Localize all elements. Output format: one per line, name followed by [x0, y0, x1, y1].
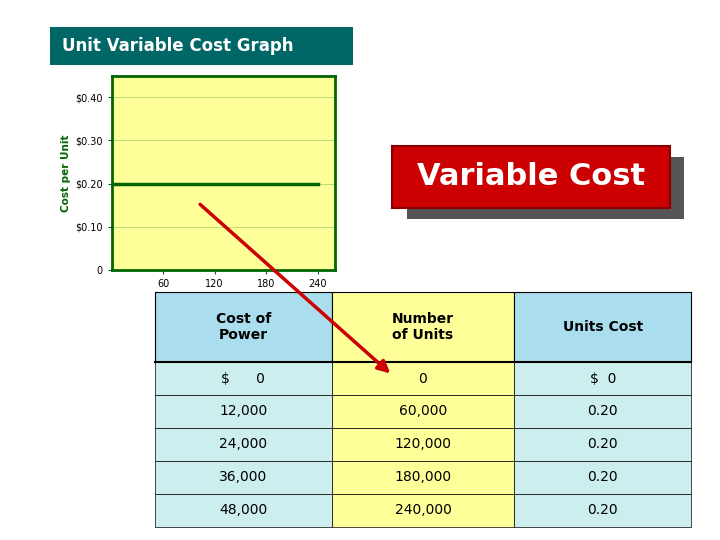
Bar	[332, 362, 514, 395]
Bar	[332, 428, 514, 461]
Text: $  0: $ 0	[590, 372, 616, 386]
Bar	[155, 292, 332, 362]
Bar	[514, 395, 691, 428]
Bar	[514, 428, 691, 461]
Text: 120,000: 120,000	[395, 437, 451, 451]
Bar	[514, 494, 691, 526]
Text: 36,000: 36,000	[219, 470, 267, 484]
Bar	[155, 395, 332, 428]
Bar	[155, 461, 332, 494]
Text: 0.20: 0.20	[588, 404, 618, 418]
Text: 0.20: 0.20	[588, 437, 618, 451]
X-axis label: Units Produced (000): Units Produced (000)	[161, 293, 286, 303]
Text: 12,000: 12,000	[219, 404, 267, 418]
Bar	[155, 494, 332, 526]
Y-axis label: Cost per Unit: Cost per Unit	[60, 134, 71, 212]
Bar	[514, 461, 691, 494]
Text: 240,000: 240,000	[395, 503, 451, 517]
Text: Variable Cost: Variable Cost	[417, 163, 645, 191]
Bar	[155, 428, 332, 461]
Text: 24,000: 24,000	[220, 437, 267, 451]
Bar	[514, 362, 691, 395]
Text: Cost of
Power: Cost of Power	[216, 312, 271, 342]
Text: Number
of Units: Number of Units	[392, 312, 454, 342]
Text: 60,000: 60,000	[399, 404, 447, 418]
Text: 0.20: 0.20	[588, 503, 618, 517]
Text: 0.20: 0.20	[588, 470, 618, 484]
Text: 180,000: 180,000	[395, 470, 451, 484]
Bar	[332, 494, 514, 526]
Text: $      0: $ 0	[221, 372, 265, 386]
Text: 48,000: 48,000	[219, 503, 267, 517]
Text: Units Cost: Units Cost	[562, 320, 643, 334]
Bar	[514, 292, 691, 362]
Text: 0: 0	[418, 372, 428, 386]
Text: Unit Variable Cost Graph: Unit Variable Cost Graph	[63, 37, 294, 55]
Bar	[332, 395, 514, 428]
Bar	[332, 461, 514, 494]
Bar	[332, 292, 514, 362]
Bar	[155, 362, 332, 395]
